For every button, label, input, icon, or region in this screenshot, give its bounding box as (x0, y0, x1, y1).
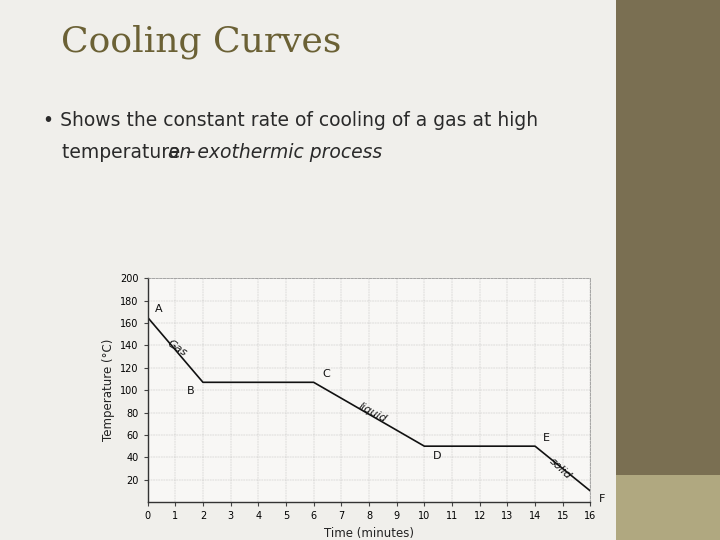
Text: D: D (433, 451, 441, 461)
Text: Gas: Gas (166, 339, 189, 359)
Text: liquid: liquid (357, 401, 389, 424)
Text: B: B (187, 386, 194, 396)
Text: A: A (155, 305, 162, 314)
Text: E: E (544, 433, 550, 443)
Text: C: C (322, 369, 330, 380)
Y-axis label: Temperature (°C): Temperature (°C) (102, 339, 114, 441)
Text: • Shows the constant rate of cooling of a gas at high: • Shows the constant rate of cooling of … (43, 111, 539, 130)
Text: Cooling Curves: Cooling Curves (61, 24, 341, 59)
Text: temperature –: temperature – (62, 143, 202, 162)
Text: solid: solid (547, 456, 573, 481)
Text: an exothermic process: an exothermic process (168, 143, 382, 162)
X-axis label: Time (minutes): Time (minutes) (324, 527, 414, 540)
Text: F: F (599, 494, 605, 504)
